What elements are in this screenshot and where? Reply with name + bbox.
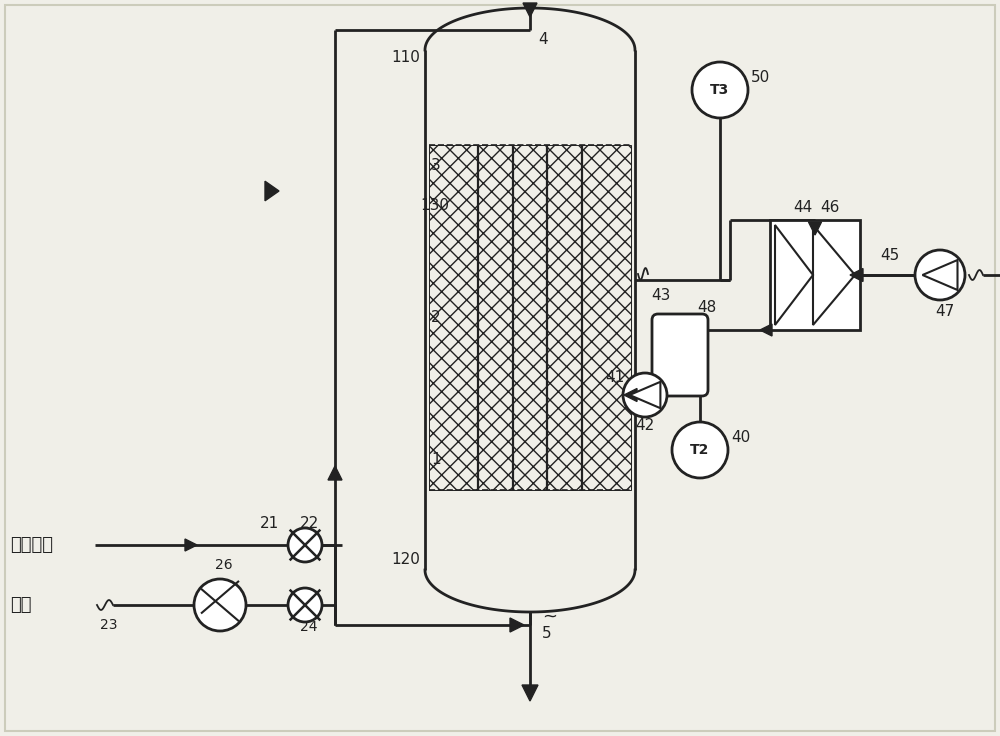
Text: 26: 26 — [215, 558, 233, 572]
Text: 42: 42 — [635, 417, 654, 433]
Text: 130: 130 — [420, 197, 449, 213]
Text: 3: 3 — [431, 158, 441, 172]
Polygon shape — [808, 222, 822, 235]
Text: 110: 110 — [391, 51, 420, 66]
Text: 46: 46 — [820, 200, 839, 216]
Polygon shape — [265, 181, 279, 201]
Text: T3: T3 — [710, 83, 730, 97]
Text: 47: 47 — [935, 305, 954, 319]
Polygon shape — [510, 618, 524, 632]
Polygon shape — [624, 389, 637, 402]
Text: 45: 45 — [880, 247, 899, 263]
Bar — [429, 145, 631, 490]
Circle shape — [915, 250, 965, 300]
Text: 50: 50 — [751, 71, 770, 85]
Text: 5: 5 — [542, 626, 552, 642]
Circle shape — [672, 422, 728, 478]
Text: T2: T2 — [690, 443, 710, 457]
Polygon shape — [522, 685, 538, 701]
Text: 43: 43 — [651, 288, 670, 302]
Text: 23: 23 — [100, 618, 118, 632]
Circle shape — [623, 373, 667, 417]
Circle shape — [692, 62, 748, 118]
Text: 40: 40 — [731, 431, 750, 445]
Circle shape — [288, 528, 322, 562]
Polygon shape — [328, 466, 342, 480]
Polygon shape — [185, 539, 197, 551]
Circle shape — [194, 579, 246, 631]
Text: 2: 2 — [431, 310, 441, 325]
Polygon shape — [630, 382, 660, 408]
Polygon shape — [922, 260, 958, 290]
Text: 放散煤氣: 放散煤氣 — [10, 536, 53, 554]
Text: 41: 41 — [605, 369, 624, 384]
Bar — [770, 220, 860, 330]
Text: 24: 24 — [300, 620, 318, 634]
Text: 空氣: 空氣 — [10, 596, 32, 614]
Text: 120: 120 — [391, 553, 420, 567]
Polygon shape — [760, 324, 772, 336]
Text: 22: 22 — [300, 515, 319, 531]
Text: ~: ~ — [542, 608, 557, 626]
Polygon shape — [523, 3, 537, 17]
Text: 4: 4 — [538, 32, 548, 48]
Text: 1: 1 — [431, 453, 441, 467]
FancyBboxPatch shape — [652, 314, 708, 396]
Polygon shape — [850, 269, 863, 281]
Circle shape — [288, 588, 322, 622]
Text: 48: 48 — [697, 300, 716, 316]
Text: 21: 21 — [260, 515, 279, 531]
Text: 44: 44 — [793, 200, 812, 216]
Polygon shape — [930, 267, 946, 283]
